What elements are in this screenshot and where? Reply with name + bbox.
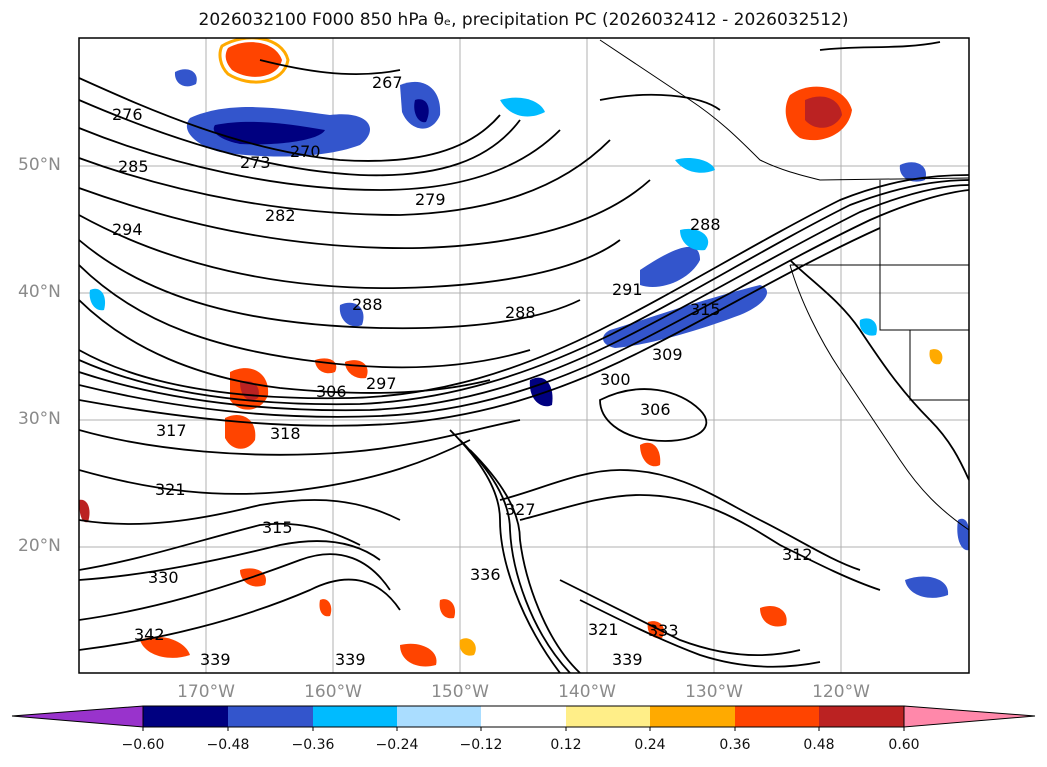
precip-positive-area [640,442,661,467]
colorbar-segment [650,706,735,727]
colorbar-segment [397,706,481,727]
contour-label: 294 [112,220,143,239]
precip-negative-area [174,69,197,87]
contour-label: 318 [270,424,301,443]
contour-label: 327 [505,500,536,519]
precip-light-negative [859,318,877,336]
colorbar-tick-label: −0.12 [459,737,503,753]
precip-positive-area [140,636,190,658]
precip-light-negative [500,97,545,117]
contour-label: 291 [612,280,643,299]
colorbar-tick-label: 0.36 [719,737,751,753]
precip-negative-area [899,162,926,182]
precip-positive-area [225,414,256,449]
precip-weak-positive [929,349,943,365]
contour-label: 317 [156,421,187,440]
precip-negative-core [414,99,429,123]
colorbar-tick-label: 0.24 [634,737,666,753]
colorbar-segment [566,706,650,727]
contour-label: 276 [112,105,143,124]
colorbar-segment [228,706,313,727]
colorbar-extend-low [11,705,144,728]
colorbar-tick-label: 0.60 [888,737,920,753]
contour-label: 306 [316,382,347,401]
colorbar-tick-label: −0.24 [375,737,419,753]
precip-negative-area [339,302,364,327]
contour-label: 288 [505,303,536,322]
precip-positive-area [225,42,282,77]
colorbar-tick-label: 0.48 [803,737,835,753]
longitude-label: 140°W [558,682,616,702]
map-title: 2026032100 F000 850 hPa θₑ, precipitatio… [198,10,849,30]
longitude-label: 170°W [177,682,235,702]
precipitation-shading [79,38,969,667]
contour-label: 273 [240,153,271,172]
latitude-label: 30°N [18,409,61,429]
precip-positive-area [439,599,456,619]
map-frame [78,37,970,674]
precip-light-negative [89,288,106,311]
theta-e-contours [79,41,969,673]
colorbar-tick-label: −0.60 [121,737,165,753]
colorbar-segment [481,706,566,727]
contour-label: 282 [265,206,296,225]
precip-weak-positive [459,638,476,656]
precip-positive-area [400,643,437,667]
contour-label: 306 [640,400,671,419]
contour-label: 342 [134,625,165,644]
contour-label: 315 [690,300,721,319]
colorbar-tick-label: −0.36 [291,737,335,753]
colorbar-segment [143,706,228,727]
precip-negative-area [529,377,553,407]
latitude-label: 50°N [18,155,61,175]
colorbar-tick-label: −0.48 [206,737,250,753]
precip-light-negative [675,158,715,173]
contour-label: 285 [118,157,149,176]
contour-label: 309 [652,345,683,364]
precip-positive-core [805,96,842,128]
colorbar-segment [313,706,397,727]
precip-negative-area [905,576,949,598]
contour-label: 312 [782,545,813,564]
contour-label: 300 [600,370,631,389]
contour-label: 336 [470,565,501,584]
colorbar [11,705,1036,731]
contour-label: 297 [366,374,397,393]
coastlines [599,39,969,531]
precip-positive-area [319,599,332,617]
contour-label: 270 [290,142,321,161]
precip-negative-area [640,246,700,288]
colorbar-tick-label: 0.12 [550,737,582,753]
longitude-label: 120°W [812,682,870,702]
contour-labels: 276 273 270 267 285 282 279 294 288 288 … [112,73,813,669]
contour-label: 330 [148,568,179,587]
contour-label: 321 [155,480,186,499]
colorbar-extend-high [903,705,1036,728]
contour-label: 339 [335,650,366,669]
precip-positive-area [760,605,787,627]
contour-label: 267 [372,73,403,92]
latitude-label: 20°N [18,536,61,556]
contour-label: 339 [612,650,643,669]
longitude-label: 130°W [685,682,743,702]
contour-label: 315 [262,518,293,537]
contour-label: 339 [200,650,231,669]
colorbar-segment [819,706,904,727]
plot-area [79,38,969,673]
precip-light-negative [680,228,709,251]
contour-label: 333 [648,621,679,640]
precip-negative-core [213,121,325,145]
contour-label: 279 [415,190,446,209]
contour-label: 288 [352,295,383,314]
colorbar-segment [735,706,819,727]
contour-label: 321 [588,620,619,639]
precip-positive-area [79,499,90,523]
contour-label: 288 [690,215,721,234]
precip-negative-area [957,518,969,551]
longitude-label: 160°W [304,682,362,702]
latitude-label: 40°N [18,282,61,302]
longitude-label: 150°W [431,682,489,702]
gridlines [79,38,969,673]
